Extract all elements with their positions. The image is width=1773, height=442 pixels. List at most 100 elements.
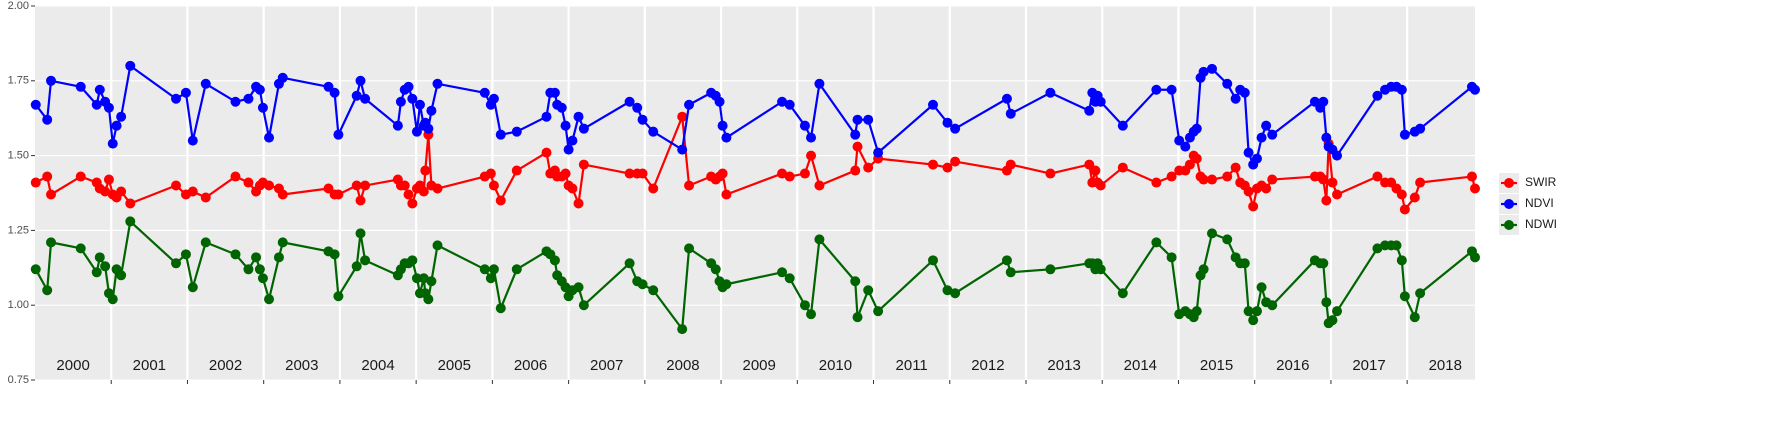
- point: [329, 249, 340, 260]
- point: [200, 192, 211, 203]
- point: [200, 237, 211, 248]
- point: [243, 93, 254, 104]
- point: [251, 252, 262, 263]
- point: [488, 264, 499, 275]
- point: [637, 279, 648, 290]
- point: [30, 177, 41, 188]
- point: [107, 138, 118, 149]
- point: [567, 135, 578, 146]
- point: [91, 267, 102, 278]
- x-tick-label: 2008: [666, 357, 699, 374]
- point: [637, 114, 648, 125]
- point: [432, 240, 443, 251]
- point: [94, 84, 105, 95]
- point: [257, 273, 268, 284]
- point: [277, 72, 288, 83]
- point: [1248, 315, 1259, 326]
- point: [187, 282, 198, 293]
- point: [1399, 204, 1410, 215]
- point: [1239, 258, 1250, 269]
- point: [541, 147, 552, 158]
- point: [684, 99, 695, 110]
- point: [1396, 84, 1407, 95]
- legend-dot: [1504, 199, 1514, 209]
- point: [432, 183, 443, 194]
- point: [423, 294, 434, 305]
- point: [1166, 171, 1177, 182]
- point: [1084, 105, 1095, 116]
- point: [351, 261, 362, 272]
- point: [1222, 234, 1233, 245]
- point: [1151, 84, 1162, 95]
- point: [1117, 162, 1128, 173]
- point: [549, 87, 560, 98]
- point: [717, 120, 728, 131]
- y-tick-label: 1.25: [8, 224, 29, 236]
- point: [799, 120, 810, 131]
- point: [46, 75, 57, 86]
- point: [777, 267, 788, 278]
- point: [556, 102, 567, 113]
- point: [418, 273, 429, 284]
- x-tick-label: 2000: [56, 357, 89, 374]
- point: [426, 105, 437, 116]
- point: [1230, 162, 1241, 173]
- point: [1466, 171, 1477, 182]
- point: [648, 285, 659, 296]
- x-tick-label: 2013: [1047, 357, 1080, 374]
- point: [814, 234, 825, 245]
- point: [573, 198, 584, 209]
- point: [942, 162, 953, 173]
- point: [1151, 177, 1162, 188]
- point: [243, 177, 254, 188]
- point: [187, 135, 198, 146]
- point: [1399, 291, 1410, 302]
- point: [1256, 282, 1267, 293]
- point: [1222, 171, 1233, 182]
- y-tick-label: 1.50: [8, 150, 29, 162]
- point: [850, 165, 861, 176]
- point: [814, 78, 825, 89]
- legend-dot: [1504, 178, 1514, 188]
- point: [721, 132, 732, 143]
- point: [355, 75, 366, 86]
- point: [1318, 258, 1329, 269]
- point: [942, 117, 953, 128]
- point: [1321, 297, 1332, 308]
- point: [850, 276, 861, 287]
- point: [403, 81, 414, 92]
- point: [273, 252, 284, 263]
- point: [573, 282, 584, 293]
- x-tick-label: 2005: [438, 357, 471, 374]
- point: [495, 129, 506, 140]
- point: [511, 126, 522, 137]
- y-tick-label: 0.75: [8, 374, 29, 386]
- point: [1470, 183, 1480, 194]
- point: [511, 264, 522, 275]
- point: [942, 285, 953, 296]
- point: [1001, 93, 1012, 104]
- point: [1207, 63, 1218, 74]
- point: [677, 144, 688, 155]
- point: [1117, 120, 1128, 131]
- point: [1248, 201, 1259, 212]
- point: [1261, 183, 1272, 194]
- point: [100, 261, 111, 272]
- point: [1117, 288, 1128, 299]
- point: [351, 180, 362, 191]
- point: [863, 162, 874, 173]
- x-tick-label: 2010: [819, 357, 852, 374]
- point: [488, 93, 499, 104]
- point: [567, 183, 578, 194]
- point: [1332, 150, 1343, 161]
- point: [624, 96, 635, 107]
- point: [1415, 288, 1426, 299]
- point: [863, 285, 874, 296]
- point: [777, 168, 788, 179]
- x-tick-label: 2007: [590, 357, 623, 374]
- point: [264, 294, 275, 305]
- point: [171, 93, 182, 104]
- point: [277, 237, 288, 248]
- point: [648, 183, 659, 194]
- point: [1243, 186, 1254, 197]
